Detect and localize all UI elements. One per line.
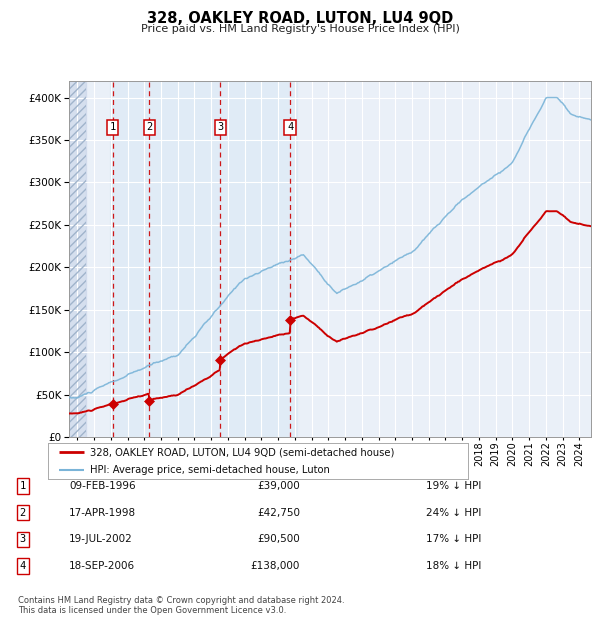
Text: Price paid vs. HM Land Registry's House Price Index (HPI): Price paid vs. HM Land Registry's House … [140, 24, 460, 33]
Text: 19% ↓ HPI: 19% ↓ HPI [426, 481, 481, 491]
Text: 2: 2 [146, 122, 152, 132]
Bar [110, 81, 297, 437]
Text: 2: 2 [20, 508, 26, 518]
Text: 328, OAKLEY ROAD, LUTON, LU4 9QD (semi-detached house): 328, OAKLEY ROAD, LUTON, LU4 9QD (semi-d… [90, 448, 394, 458]
Text: 1: 1 [20, 481, 26, 491]
Text: 24% ↓ HPI: 24% ↓ HPI [426, 508, 481, 518]
Text: 3: 3 [20, 534, 26, 544]
Text: 19-JUL-2002: 19-JUL-2002 [69, 534, 133, 544]
Text: 4: 4 [287, 122, 293, 132]
Text: £42,750: £42,750 [257, 508, 300, 518]
Bar [69, 81, 86, 437]
Text: 18-SEP-2006: 18-SEP-2006 [69, 561, 135, 571]
Text: 18% ↓ HPI: 18% ↓ HPI [426, 561, 481, 571]
Text: 328, OAKLEY ROAD, LUTON, LU4 9QD: 328, OAKLEY ROAD, LUTON, LU4 9QD [147, 11, 453, 26]
Text: £138,000: £138,000 [251, 561, 300, 571]
Text: HPI: Average price, semi-detached house, Luton: HPI: Average price, semi-detached house,… [90, 464, 330, 475]
Text: 09-FEB-1996: 09-FEB-1996 [69, 481, 136, 491]
Text: 1: 1 [109, 122, 116, 132]
Text: 17% ↓ HPI: 17% ↓ HPI [426, 534, 481, 544]
Text: 17-APR-1998: 17-APR-1998 [69, 508, 136, 518]
Bar [69, 81, 86, 437]
Text: Contains HM Land Registry data © Crown copyright and database right 2024.
This d: Contains HM Land Registry data © Crown c… [18, 596, 344, 615]
Text: £90,500: £90,500 [257, 534, 300, 544]
Text: 4: 4 [20, 561, 26, 571]
Text: 3: 3 [217, 122, 224, 132]
Text: £39,000: £39,000 [257, 481, 300, 491]
